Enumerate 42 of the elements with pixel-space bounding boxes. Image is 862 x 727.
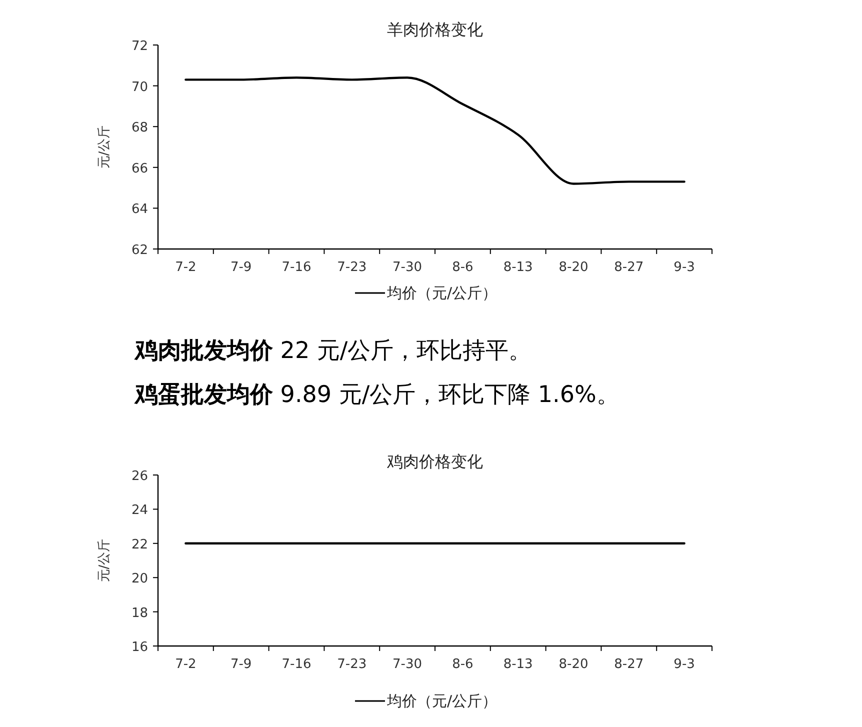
y-tick-label: 66 <box>131 161 148 176</box>
x-tick-label: 8-27 <box>614 657 644 672</box>
x-tick-label: 8-20 <box>558 260 588 275</box>
x-tick-label: 7-23 <box>337 260 367 275</box>
x-tick-label: 8-27 <box>614 260 644 275</box>
legend-label: 均价（元/公斤） <box>386 284 498 302</box>
legend-label: 均价（元/公斤） <box>386 692 498 710</box>
y-tick-label: 20 <box>131 572 148 587</box>
text: 鸡蛋批发均价 <box>134 382 274 408</box>
chart-title: 羊肉价格变化 <box>387 20 483 39</box>
x-tick-label: 7-16 <box>282 260 312 275</box>
y-axis-title: 元/公斤 <box>97 538 112 582</box>
x-tick-label: 8-20 <box>558 657 588 672</box>
x-tick-label: 9-3 <box>674 657 695 672</box>
y-tick-label: 72 <box>131 39 148 54</box>
y-tick-label: 22 <box>131 537 148 552</box>
y-tick-label: 26 <box>131 469 148 484</box>
x-tick-label: 8-13 <box>503 260 533 275</box>
text: 9.89 元/公斤，环比下降 1.6%。 <box>273 382 620 408</box>
y-tick-label: 16 <box>131 640 148 655</box>
y-axis-title: 元/公斤 <box>97 125 112 169</box>
x-tick-label: 7-9 <box>230 260 252 275</box>
y-tick-label: 70 <box>131 80 148 95</box>
x-tick-label: 7-30 <box>392 260 422 275</box>
y-tick-label: 62 <box>131 243 148 258</box>
chart-title: 鸡肉价格变化 <box>386 452 483 471</box>
x-tick-label: 8-6 <box>452 260 474 275</box>
x-tick-label: 8-6 <box>452 657 474 672</box>
x-tick-label: 7-30 <box>392 657 422 672</box>
y-tick-label: 24 <box>131 503 148 518</box>
text: 22 元/公斤，环比持平。 <box>273 338 532 364</box>
x-tick-label: 9-3 <box>674 260 695 275</box>
x-tick-label: 7-2 <box>175 260 196 275</box>
x-tick-label: 7-16 <box>282 657 312 672</box>
y-tick-label: 68 <box>131 120 148 136</box>
text: 鸡肉批发均价 <box>134 338 274 364</box>
x-tick-label: 7-9 <box>230 657 252 672</box>
x-tick-label: 7-23 <box>337 657 367 672</box>
x-tick-label: 7-2 <box>175 657 196 672</box>
y-tick-label: 64 <box>131 202 148 218</box>
y-tick-label: 18 <box>131 606 148 621</box>
x-tick-label: 8-13 <box>503 657 533 672</box>
